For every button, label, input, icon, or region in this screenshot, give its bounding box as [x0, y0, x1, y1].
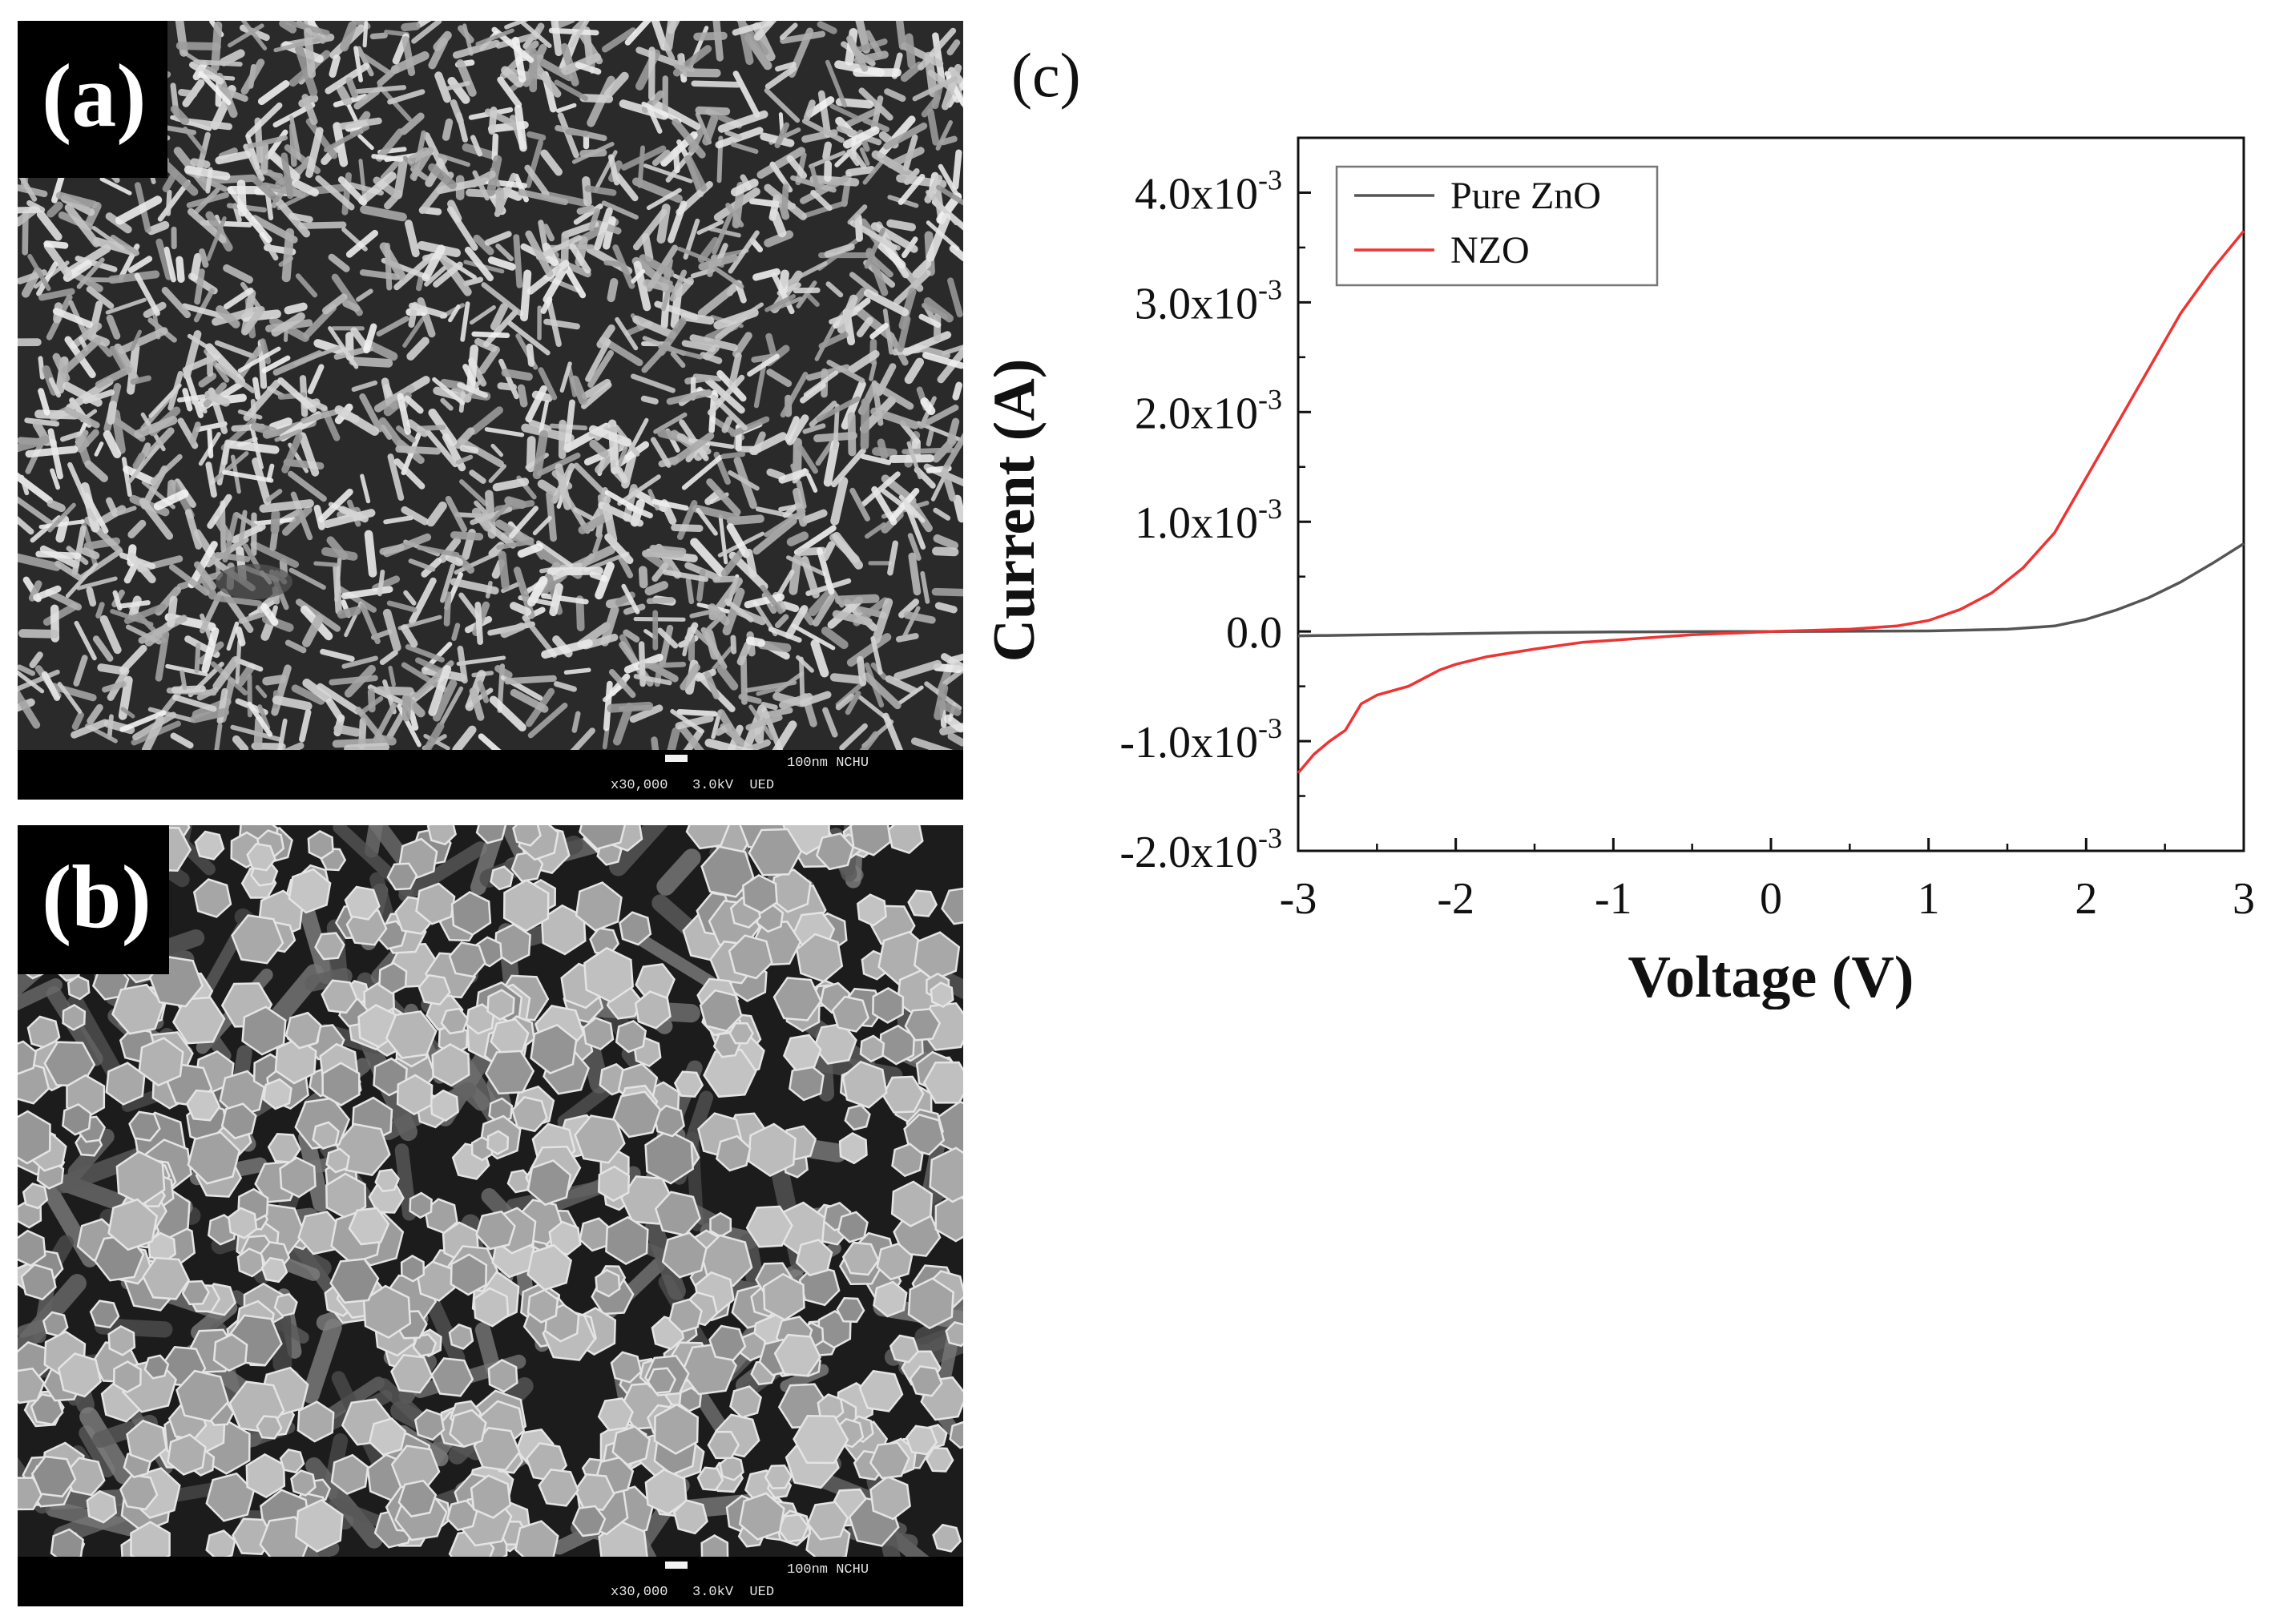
x-axis-title: Voltage (V): [1628, 945, 1914, 1009]
nanorod-field-a: [18, 21, 963, 769]
scale-bar-b: [665, 1562, 688, 1569]
y-tick-label: 3.0x10-3: [1135, 273, 1282, 328]
chart-legend: Pure ZnO NZO: [1335, 165, 1659, 287]
x-tick-label: 3: [2233, 874, 2255, 924]
scale-bar-a: [665, 755, 688, 762]
sem-info-line2-a: x30,000 3.0kV UED: [611, 778, 775, 793]
legend-label: NZO: [1450, 229, 1530, 272]
y-tick-label: 4.0x10-3: [1135, 163, 1282, 219]
y-axis-title: Current (A): [994, 359, 1047, 663]
x-tick-label: -2: [1437, 874, 1474, 924]
x-tick-label: -3: [1280, 874, 1317, 924]
iv-chart: (c) -3 -2 -1 0 1 2 3 4.0x10-3 3.0x10-3 2.0x10-3 1.…: [994, 40, 2255, 1009]
sem-image-b: (b) 100nm NCHU x30,000 3.0kV UED: [18, 825, 963, 1606]
panel-label-a: (a): [18, 21, 167, 178]
sem-texture-b: [18, 825, 963, 1606]
panel-label-c: (c): [1011, 40, 1081, 110]
series-line-pure-zno: [1297, 542, 2245, 638]
sem-image-a: (a) 100nm NCHU x30,000 3.0kV UED: [18, 21, 963, 800]
y-tick-label: -1.0x10-3: [1119, 712, 1282, 768]
hexrod-field-b: [18, 825, 963, 1591]
sem-info-bar-a: 100nm NCHU x30,000 3.0kV UED: [18, 750, 963, 800]
sem-info-line2-b: x30,000 3.0kV UED: [611, 1585, 775, 1600]
y-tick-label: 2.0x10-3: [1135, 383, 1282, 438]
sem-info-line1-a: 100nm NCHU: [787, 756, 869, 771]
sem-info-line1-b: 100nm NCHU: [787, 1562, 869, 1578]
legend-label: Pure ZnO: [1450, 175, 1601, 217]
y-tick-label: -2.0x10-3: [1119, 822, 1282, 877]
x-tick-label: 1: [1918, 874, 1940, 924]
legend-box: [1335, 165, 1659, 287]
y-tick-label: 0.0: [1226, 608, 1282, 658]
x-tick-label: 2: [2075, 874, 2097, 924]
y-tick-label: 1.0x10-3: [1135, 493, 1282, 548]
x-tick-label: 0: [1760, 874, 1782, 924]
chart-series: [1297, 230, 2245, 774]
sem-info-bar-b: 100nm NCHU x30,000 3.0kV UED: [18, 1557, 963, 1606]
series-line-nzo: [1297, 230, 2245, 774]
chart-axes: -3 -2 -1 0 1 2 3 4.0x10-3 3.0x10-3 2.0x10-3 1.0x10…: [1119, 136, 2255, 924]
x-tick-label: -1: [1595, 874, 1632, 924]
panel-label-b: (b): [18, 825, 169, 974]
sem-texture-a: [18, 21, 963, 800]
